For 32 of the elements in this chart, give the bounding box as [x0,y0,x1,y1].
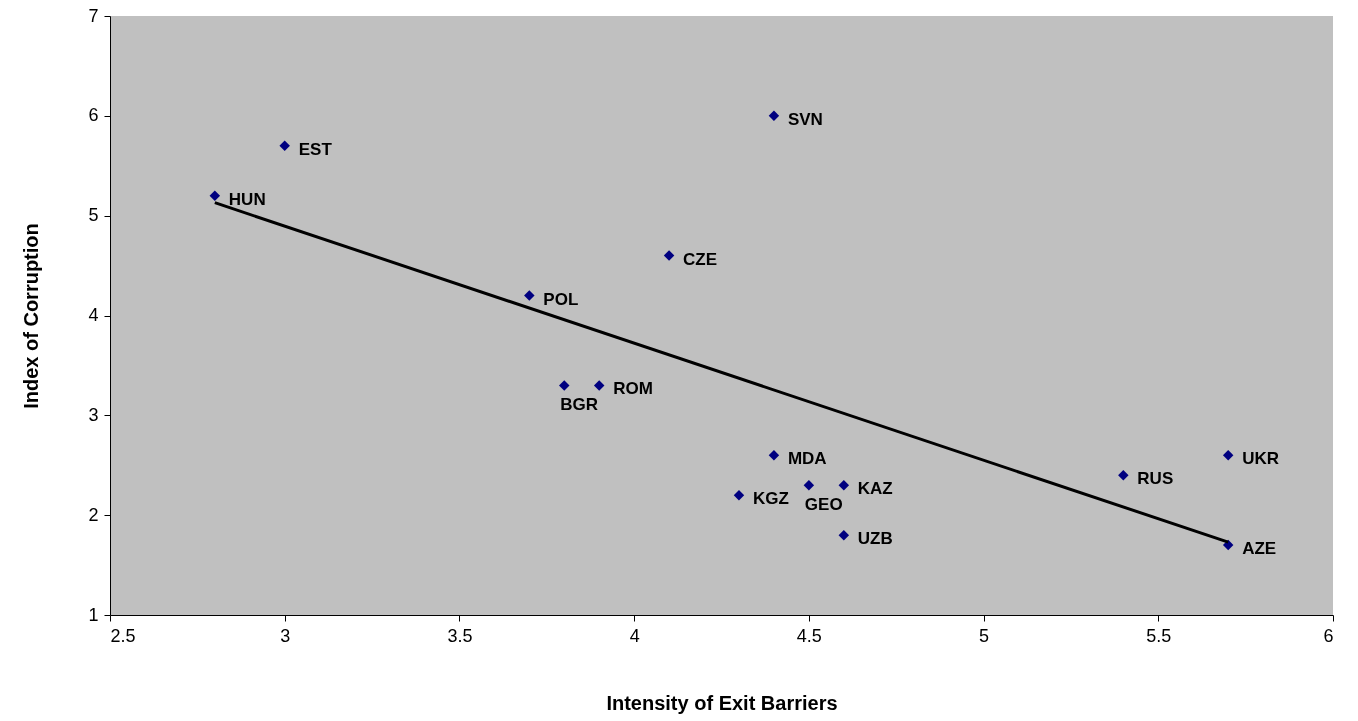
annotation: SVN [787,109,823,129]
annotation: BGR [560,395,599,415]
annotation: ROM [613,379,653,399]
annotation: KGZ [752,489,789,509]
annotation: KAZ [857,479,893,499]
annotation: UKR [1242,449,1280,469]
x-tick-label: 6 [1323,625,1334,646]
annotation: POL [543,289,579,309]
x-tick-label: 5 [979,625,990,646]
annotation: HUN [228,189,266,209]
annotation: EST [298,139,333,159]
y-tick-label: 2 [88,504,99,525]
y-tick-label: 3 [88,404,99,425]
y-tick-label: 4 [88,305,99,325]
y-axis-title: Index of Corruption [20,223,43,409]
x-tick-label: 2.5 [110,625,136,646]
x-tick-label: 4 [629,625,640,646]
y-tick-label: 1 [88,604,99,625]
x-tick-label: 4.5 [796,625,822,646]
y-tick-label: 5 [88,205,99,226]
x-tick-label: 5.5 [1146,625,1172,646]
y-tick-label: 7 [88,5,99,26]
y-tick-label: 6 [88,105,99,126]
annotation: MDA [787,449,827,469]
x-tick-label: 3 [280,625,291,646]
annotation: CZE [683,249,718,269]
x-axis-title: Intensity of Exit Barriers [606,691,838,714]
x-tick-label: 3.5 [447,625,473,646]
annotation: UZB [857,529,893,549]
annotation: AZE [1242,539,1277,559]
annotation: GEO [804,495,843,515]
annotation: RUS [1137,469,1174,489]
